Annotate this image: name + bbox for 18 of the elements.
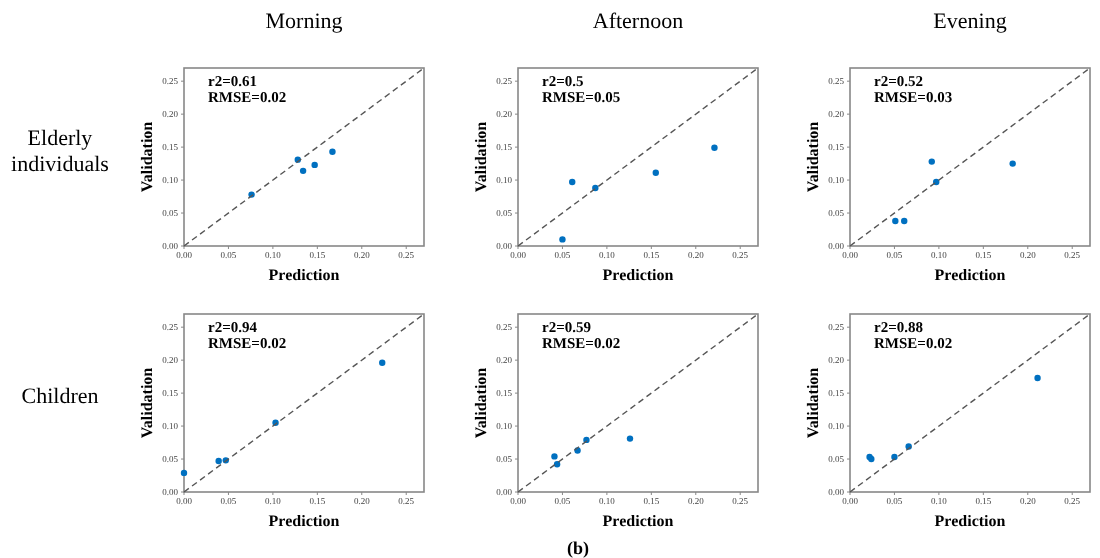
y-axis-title: Validation bbox=[804, 366, 822, 439]
chart-title: Afternoon bbox=[592, 10, 685, 34]
x-axis-title: Prediction bbox=[268, 266, 341, 284]
y-axis-title: Validation bbox=[804, 120, 822, 193]
y-axis-title: Validation bbox=[472, 366, 490, 439]
x-axis-title: Prediction bbox=[934, 266, 1007, 284]
x-axis-title: Prediction bbox=[934, 512, 1007, 530]
x-axis-title: Prediction bbox=[602, 266, 675, 284]
y-axis-title: Validation bbox=[138, 366, 156, 439]
chart-title: Evening bbox=[933, 10, 1008, 34]
text: Children bbox=[21, 385, 100, 409]
text: (b) bbox=[567, 538, 589, 558]
x-axis-title: Prediction bbox=[268, 512, 341, 530]
text: Elderly individuals bbox=[11, 127, 109, 177]
y-axis-title: Validation bbox=[138, 120, 156, 193]
chart-title: Morning bbox=[265, 10, 344, 34]
y-axis-title: Validation bbox=[472, 120, 490, 193]
x-axis-title: Prediction bbox=[602, 512, 675, 530]
